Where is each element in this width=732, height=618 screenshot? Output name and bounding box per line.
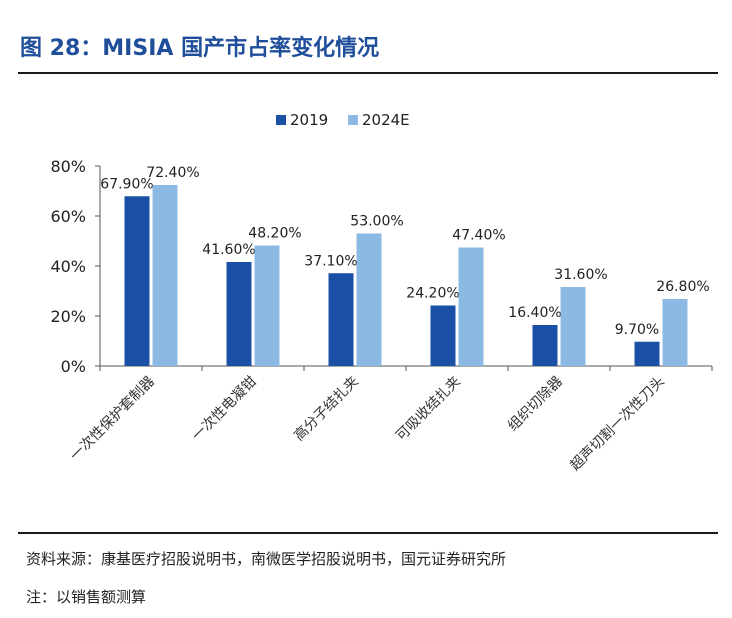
chart-title: 图 28：MISIA 国产市占率变化情况 xyxy=(20,36,380,61)
source-note: 资料来源：康基医疗招股说明书，南微医学招股说明书，国元证券研究所 xyxy=(26,550,507,568)
bottom-divider xyxy=(18,532,718,534)
footnote: 注：以销售额测算 xyxy=(26,588,147,606)
legend-swatch-2024E xyxy=(348,115,358,125)
legend-swatch-2019 xyxy=(276,115,286,125)
data-label: 26.80% xyxy=(656,279,709,295)
data-label: 48.20% xyxy=(248,226,301,242)
data-label: 31.60% xyxy=(554,267,607,283)
bar-2019-4 xyxy=(532,325,558,366)
x-tick-label: 一次性电凝钳 xyxy=(189,374,260,445)
y-tick-label: 60% xyxy=(50,207,86,226)
top-divider xyxy=(18,72,718,74)
data-label: 53.00% xyxy=(350,214,403,230)
data-label: 37.10% xyxy=(304,253,357,269)
x-tick-label: 超声切割一次性刀头 xyxy=(567,373,668,474)
x-tick-label: 高分子结扎夹 xyxy=(290,373,361,444)
bar-2019-1 xyxy=(226,262,252,366)
data-label: 67.90% xyxy=(100,176,153,192)
data-label: 47.40% xyxy=(452,228,505,244)
data-label: 41.60% xyxy=(202,242,255,258)
bar-2019-2 xyxy=(328,273,354,366)
bar-2024E-5 xyxy=(662,299,688,366)
bar-2024E-1 xyxy=(254,245,280,366)
bar-2019-5 xyxy=(634,341,660,366)
data-label: 72.40% xyxy=(146,165,199,181)
data-label: 24.20% xyxy=(406,286,459,302)
x-tick-label: 组织切除器 xyxy=(505,374,566,435)
y-tick-label: 80% xyxy=(50,157,86,176)
data-label: 16.40% xyxy=(508,305,561,321)
bar-2024E-4 xyxy=(560,287,586,366)
bar-2024E-3 xyxy=(458,247,484,366)
data-label: 9.70% xyxy=(615,322,659,338)
legend-label-2024E: 2024E xyxy=(362,111,410,129)
bar-2024E-2 xyxy=(356,233,382,366)
bar-2019-0 xyxy=(124,196,150,366)
x-tick-label: 可吸收结扎夹 xyxy=(393,374,464,445)
y-tick-label: 40% xyxy=(50,257,86,276)
y-tick-label: 20% xyxy=(50,307,86,326)
x-tick-label: 一次性保护套制器 xyxy=(67,374,158,465)
bar-2019-3 xyxy=(430,305,456,366)
y-tick-label: 0% xyxy=(61,357,86,376)
legend-label-2019: 2019 xyxy=(290,111,328,129)
bar-2024E-0 xyxy=(152,185,178,366)
